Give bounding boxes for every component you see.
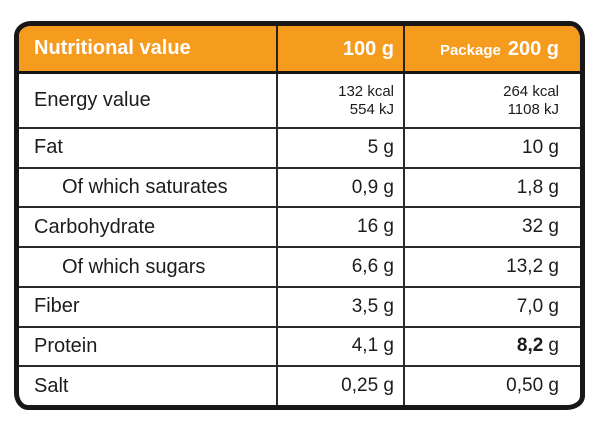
- row-value-package: 13,2 g: [403, 248, 580, 286]
- table-row-protein: Protein 4,1 g 8,2 g: [19, 325, 580, 366]
- row-value-100g: 132 kcal 554 kJ: [276, 74, 403, 127]
- row-value-package: 8,2 g: [403, 327, 580, 366]
- table-row-fat: Fat 5 g 10 g: [19, 127, 580, 167]
- row-label: Fat: [34, 136, 63, 159]
- row-value-100g: 0,9 g: [276, 168, 403, 207]
- table-row-salt: Salt 0,25 g 0,50 g: [19, 365, 580, 405]
- row-value-package: 7,0 g: [403, 287, 580, 326]
- table-row-sugars: Of which sugars 6,6 g 13,2 g: [19, 246, 580, 286]
- table-header: Nutritional value 100 g Package 200 g: [19, 26, 580, 74]
- row-value-100g: 0,25 g: [276, 367, 403, 405]
- header-title: Nutritional value: [34, 37, 191, 59]
- table-row-saturates: Of which saturates 0,9 g 1,8 g: [19, 166, 580, 207]
- row-value-100g: 6,6 g: [276, 248, 403, 286]
- protein-package-unit: g: [548, 335, 559, 357]
- table-row-fiber: Fiber 3,5 g 7,0 g: [19, 285, 580, 326]
- header-package: Package 200 g: [403, 26, 580, 71]
- header-package-prefix: Package: [439, 42, 501, 59]
- row-value-100g: 4,1 g: [276, 327, 403, 366]
- nutrition-table: Nutritional value 100 g Package 200 g En…: [14, 21, 585, 410]
- energy-package-kcal: 264 kcal: [503, 82, 559, 100]
- protein-package-number: 8,2: [516, 335, 544, 357]
- row-value-package: 32 g: [403, 208, 580, 247]
- row-value-package: 1,8 g: [403, 168, 580, 207]
- row-value-package: 264 kcal 1108 kJ: [403, 74, 580, 127]
- energy-100g-kcal: 132 kcal: [338, 82, 394, 100]
- row-label: Fiber: [34, 295, 80, 318]
- row-label: Of which saturates: [62, 176, 228, 199]
- energy-100g-kj: 554 kJ: [349, 100, 394, 118]
- energy-100g-values: 132 kcal 554 kJ: [338, 83, 394, 119]
- row-label: Carbohydrate: [34, 215, 156, 238]
- header-per-100g: 100 g: [276, 26, 403, 71]
- row-label: Protein: [34, 334, 98, 357]
- row-value-package: 0,50 g: [403, 367, 580, 405]
- header-package-amount: 200 g: [507, 38, 559, 60]
- table-row-energy: Energy value 132 kcal 554 kJ 264 kcal 11…: [19, 74, 580, 127]
- table-row-carbohydrate: Carbohydrate 16 g 32 g: [19, 206, 580, 247]
- row-value-package: 10 g: [403, 129, 580, 167]
- row-label: Salt: [34, 374, 69, 397]
- row-value-100g: 5 g: [276, 129, 403, 167]
- row-value-100g: 3,5 g: [276, 287, 403, 326]
- row-label: Energy value: [34, 89, 151, 111]
- row-value-100g: 16 g: [276, 208, 403, 247]
- energy-package-values: 264 kcal 1108 kJ: [503, 83, 559, 119]
- row-label: Of which sugars: [62, 255, 206, 278]
- energy-package-kj: 1108 kJ: [507, 100, 559, 118]
